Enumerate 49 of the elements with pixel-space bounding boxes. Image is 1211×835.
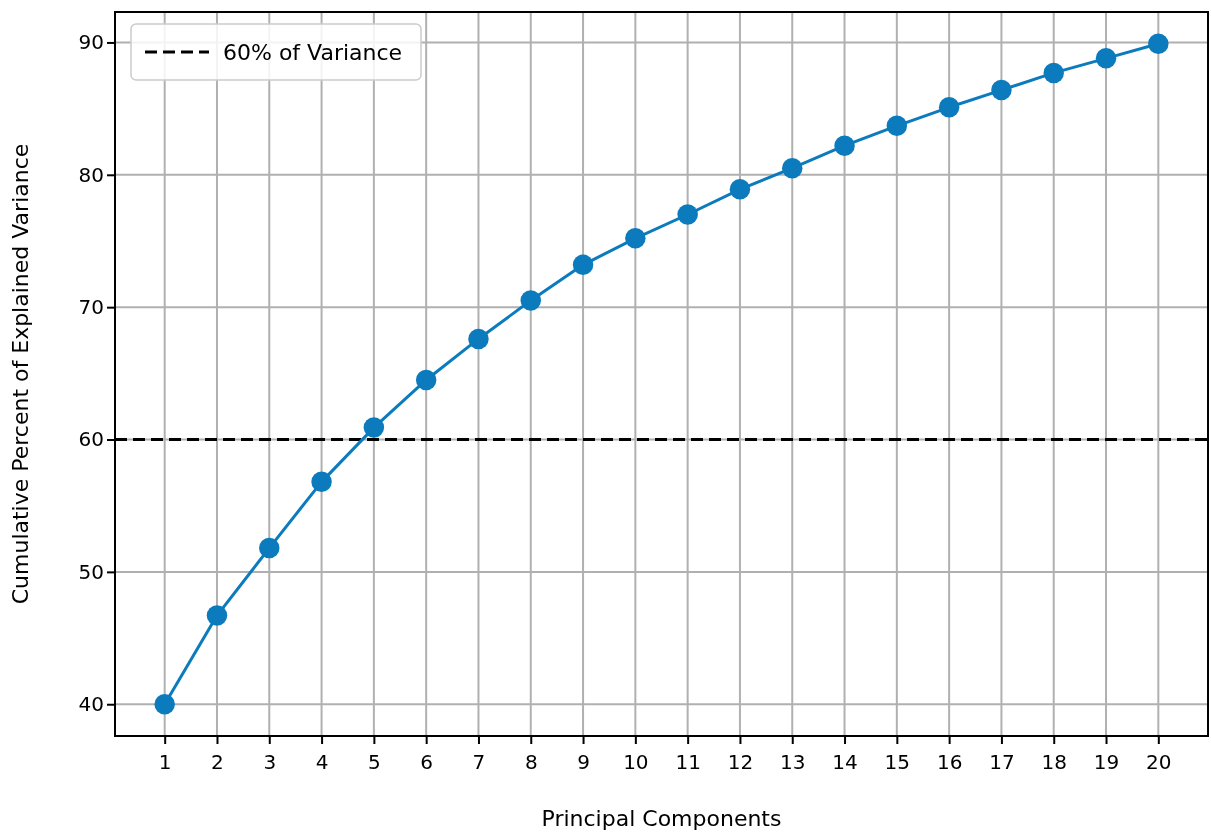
- y-tick-label: 70: [78, 295, 104, 320]
- x-tick-label: 9: [577, 750, 590, 774]
- point: [311, 471, 332, 493]
- point: [415, 369, 437, 391]
- x-tick-label: 1: [158, 750, 172, 774]
- y-axis-title: Cumulative Percent of Explained Variance: [8, 143, 33, 605]
- point: [938, 97, 960, 118]
- y-tick-label: 90: [78, 30, 104, 55]
- point: [781, 157, 803, 179]
- point: [520, 290, 542, 311]
- point: [206, 605, 228, 626]
- x-tick-label: 15: [884, 750, 911, 774]
- point: [834, 135, 855, 156]
- x-tick-label: 11: [675, 750, 701, 774]
- point: [1095, 48, 1117, 69]
- y-tick-label: 60: [78, 427, 104, 452]
- point: [572, 254, 594, 276]
- x-tick-label: 17: [989, 750, 1015, 774]
- y-tick-label: 80: [78, 162, 104, 187]
- point: [468, 328, 489, 350]
- point: [991, 79, 1012, 101]
- x-tick-label: 5: [368, 750, 381, 774]
- x-tick-label: 10: [623, 750, 649, 774]
- point: [363, 417, 385, 438]
- point: [1043, 62, 1064, 84]
- point: [729, 179, 751, 200]
- point: [886, 115, 908, 137]
- point: [154, 694, 175, 715]
- x-tick-label: 13: [780, 750, 806, 774]
- y-tick-label: 50: [78, 559, 104, 584]
- x-tick-label: 7: [472, 750, 486, 774]
- x-axis-title: Principal Components: [541, 806, 782, 831]
- y-tick-label: 40: [78, 692, 104, 717]
- x-tick-label: 14: [832, 750, 858, 774]
- x-tick-label: 6: [420, 750, 434, 774]
- point: [259, 537, 280, 559]
- x-tick-label: 8: [524, 750, 538, 774]
- point: [1148, 33, 1169, 54]
- x-tick-label: 4: [315, 750, 329, 774]
- x-tick-label: 16: [936, 750, 963, 774]
- x-tick-label: 3: [263, 750, 277, 774]
- x-tick-label: 12: [727, 750, 754, 774]
- point: [677, 204, 698, 225]
- point: [625, 228, 646, 249]
- x-tick-label: 2: [211, 750, 224, 774]
- legend-label: 60% of Variance: [223, 40, 403, 65]
- x-tick-label: 19: [1093, 750, 1120, 774]
- x-tick-label: 20: [1146, 750, 1172, 774]
- x-tick-label: 18: [1041, 750, 1067, 774]
